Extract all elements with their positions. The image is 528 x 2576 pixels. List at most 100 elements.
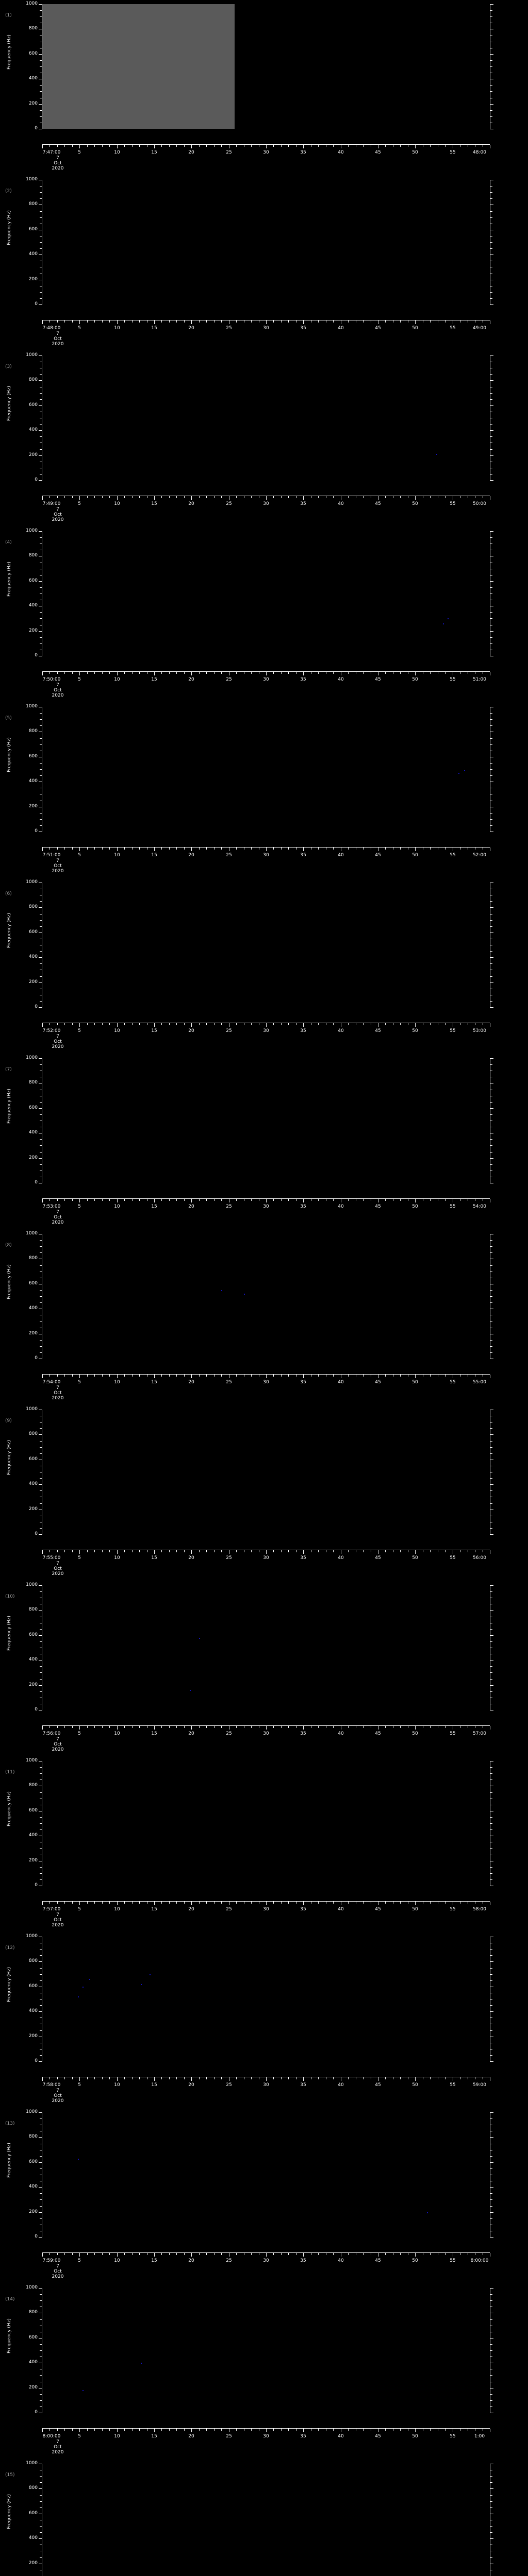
x-tick — [415, 848, 416, 851]
y-tick-group: 0 200 400 600 800 1000 — [0, 1054, 42, 1185]
right-y-tick — [490, 1152, 492, 1153]
x-tick — [94, 145, 95, 147]
y-tick — [40, 1773, 42, 1774]
x-tick-label: 20 — [188, 1028, 194, 1033]
y-tick — [39, 355, 42, 356]
right-y-tick — [490, 66, 492, 67]
x-tick — [363, 320, 364, 323]
y-tick-label: 800 — [28, 1080, 38, 1085]
x-tick — [132, 1199, 133, 1201]
x-axis-date: 7 Oct 2020 — [44, 2088, 71, 2104]
y-tick-label: 600 — [28, 2159, 38, 2164]
y-tick-label: 200 — [28, 101, 38, 106]
x-tick — [333, 2429, 334, 2431]
x-tick — [57, 2077, 58, 2079]
x-tick — [318, 1902, 319, 1904]
detection-point — [447, 618, 449, 620]
x-axis-date: 7 Oct 2020 — [44, 156, 71, 171]
y-tick-label: 1000 — [26, 352, 38, 358]
y-tick-label: 200 — [28, 1155, 38, 1160]
right-y-tick — [490, 1534, 493, 1535]
x-tick-label: 40 — [338, 326, 344, 331]
x-tick — [430, 848, 431, 850]
y-tick-label: 200 — [28, 2033, 38, 2039]
x-tick-label-end: 8:00:00 — [470, 2258, 489, 2263]
right-y-tick — [490, 1829, 492, 1830]
y-tick — [40, 612, 42, 613]
y-tick — [39, 2187, 42, 2188]
x-tick — [169, 848, 170, 850]
right-y-tick — [490, 1447, 492, 1448]
x-tick-label: 10 — [114, 501, 120, 506]
x-axis-date-day: 7 — [56, 683, 59, 688]
x-tick-label: 15 — [151, 150, 157, 155]
x-tick — [191, 1726, 192, 1730]
y-tick-label: 1000 — [26, 2461, 38, 2466]
y-tick — [40, 91, 42, 92]
x-tick — [445, 1902, 446, 1904]
spectrogram-panel: (6) Frequency (Hz) 0 200 400 600 800 1000 7:52:0… — [0, 878, 528, 1054]
x-tick — [102, 2429, 103, 2431]
x-tick — [266, 2253, 267, 2257]
x-tick — [191, 848, 192, 851]
y-tick — [40, 192, 42, 193]
y-tick — [39, 957, 42, 958]
y-tick-label: 400 — [28, 1657, 38, 1662]
x-tick-label: 5 — [78, 1380, 81, 1385]
x-tick — [430, 1550, 431, 1552]
y-tick — [40, 2394, 42, 2395]
y-tick — [40, 2495, 42, 2496]
x-tick-label: 35 — [300, 1731, 306, 1736]
x-tick — [199, 2077, 200, 2079]
x-tick — [385, 2077, 386, 2079]
x-tick — [385, 1726, 386, 1728]
x-tick-label: 25 — [226, 1731, 232, 1736]
x-tick — [206, 2253, 207, 2255]
y-tick-label: 400 — [28, 778, 38, 784]
panel-index-label: (12) — [5, 1945, 15, 1951]
x-tick — [318, 1375, 319, 1377]
right-y-tick — [490, 1873, 492, 1874]
y-tick-label: 0 — [35, 301, 38, 307]
y-tick-label: 1000 — [26, 2109, 38, 2114]
x-tick — [42, 1550, 43, 1554]
x-tick — [273, 848, 274, 850]
right-y-tick — [490, 304, 493, 305]
x-axis-spine — [42, 1374, 490, 1375]
right-y-tick — [490, 2168, 492, 2169]
x-tick — [57, 848, 58, 850]
x-tick — [281, 2429, 282, 2431]
x-tick — [206, 672, 207, 674]
x-tick — [42, 1199, 43, 1202]
x-tick — [415, 320, 416, 324]
y-tick — [40, 436, 42, 437]
x-tick — [445, 320, 446, 323]
right-y-tick — [490, 1691, 492, 1692]
right-y-tick — [490, 1961, 493, 1962]
x-tick-label: 15 — [151, 2258, 157, 2263]
x-tick — [318, 848, 319, 850]
plot-background — [42, 883, 490, 1007]
y-tick-label: 800 — [28, 1958, 38, 1963]
right-y-tick — [490, 2319, 492, 2320]
right-y-tick — [490, 1001, 492, 1002]
x-tick — [109, 672, 110, 674]
x-tick — [400, 2077, 401, 2079]
x-tick — [221, 1550, 222, 1552]
x-tick — [161, 496, 162, 498]
x-tick — [318, 320, 319, 323]
x-tick — [57, 1023, 58, 1025]
right-y-tick — [490, 480, 493, 481]
right-y-tick — [490, 2501, 492, 2502]
x-tick — [79, 496, 80, 500]
x-axis-date-year: 2020 — [52, 1044, 64, 1049]
x-tick — [64, 1375, 65, 1377]
x-tick — [400, 145, 401, 147]
right-y-tick — [490, 769, 492, 770]
x-tick — [87, 1726, 88, 1728]
x-tick-label: 35 — [300, 150, 306, 155]
right-y-tick — [490, 1685, 493, 1686]
x-tick-label: 20 — [188, 2082, 194, 2088]
x-tick — [385, 1375, 386, 1377]
x-tick — [176, 1023, 177, 1025]
